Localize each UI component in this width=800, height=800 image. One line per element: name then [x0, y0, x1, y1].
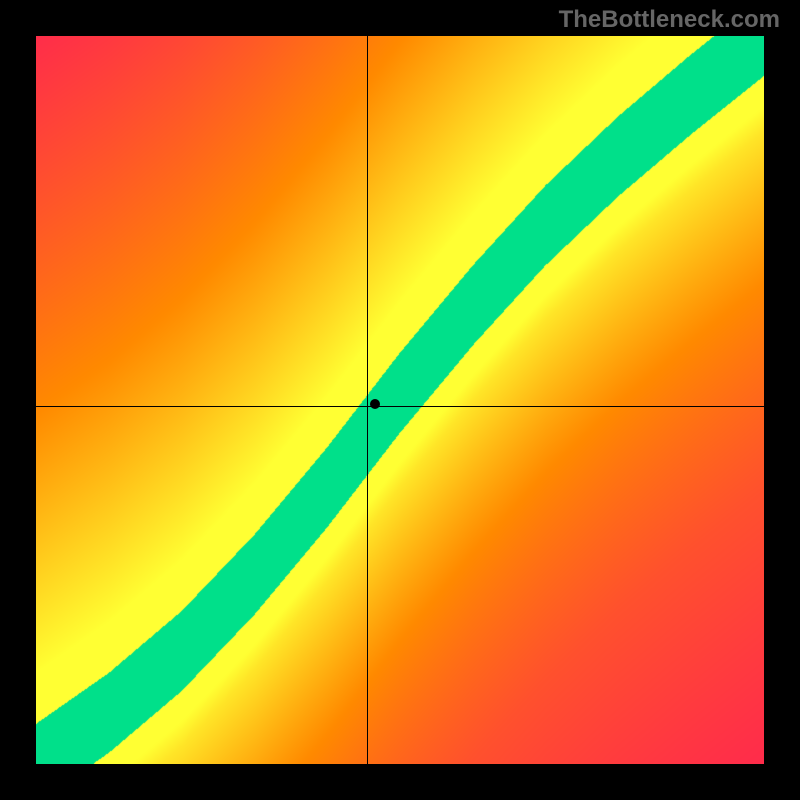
- crosshair-vertical: [367, 36, 368, 764]
- heatmap-plot: [36, 36, 764, 764]
- heatmap-canvas: [36, 36, 764, 764]
- bottleneck-marker: [370, 399, 380, 409]
- watermark-text: TheBottleneck.com: [559, 6, 780, 34]
- crosshair-horizontal: [36, 406, 764, 407]
